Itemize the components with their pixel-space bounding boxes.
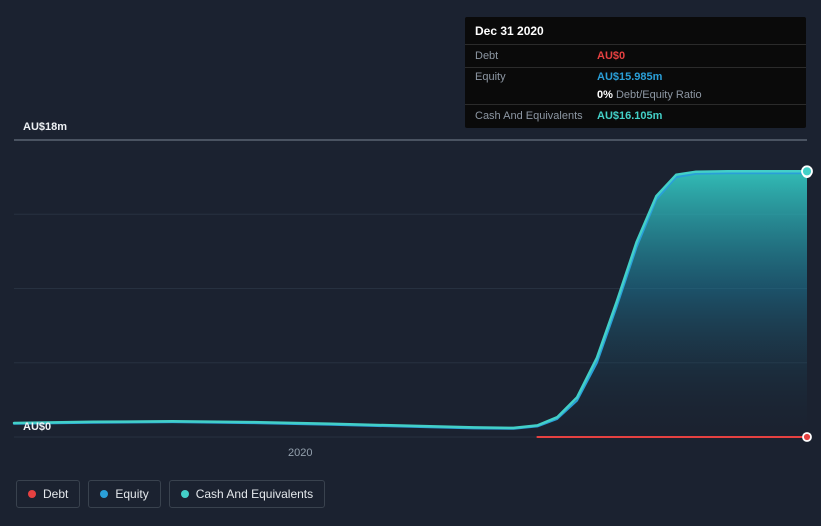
legend-item-debt[interactable]: Debt (16, 480, 81, 508)
tooltip-equity-value: AU$15.985m (597, 71, 663, 83)
equity-series-dot (100, 490, 109, 498)
legend-label-equity: Equity (115, 487, 149, 501)
tooltip-cash-label: Cash And Equivalents (475, 110, 583, 122)
debt-end-marker (802, 432, 812, 442)
cash-and-equivalents-line (12, 170, 809, 430)
tooltip-equity-row: Equity AU$15.985m (465, 68, 806, 86)
y-axis-max-label: AU$18m (23, 121, 68, 133)
tooltip-equity-label: Equity (475, 71, 506, 83)
legend-item-cash[interactable]: Cash And Equivalents (168, 480, 326, 508)
tooltip-debt-value: AU$0 (597, 50, 626, 62)
tooltip-ratio-value: 0% (597, 89, 613, 101)
tooltip: Dec 31 2020 Debt AU$0 Equity AU$15.985m … (465, 17, 806, 128)
cash-series-dot (180, 490, 189, 498)
tooltip-ratio: 0% Debt/Equity Ratio (597, 89, 702, 101)
debt-series-dot (28, 490, 36, 498)
tooltip-ratio-row: 0% Debt/Equity Ratio (465, 86, 806, 104)
legend-label-cash: Cash And Equivalents (195, 487, 314, 501)
x-axis-tick-2020: 2020 (288, 447, 313, 459)
legend-item-equity[interactable]: Equity (88, 480, 161, 508)
cash-and-equivalents-area-fill (14, 171, 807, 438)
tooltip-ratio-label: Debt/Equity Ratio (615, 89, 702, 101)
tooltip-cash-row: Cash And Equivalents AU$16.105m (465, 104, 806, 128)
y-axis-zero-label: AU$0 (23, 421, 52, 433)
legend: Debt Equity Cash And Equivalents (16, 480, 326, 508)
tooltip-cash-value: AU$16.105m (597, 110, 663, 122)
cash-and-equivalents-end-marker (801, 165, 813, 178)
tooltip-debt-row: Debt AU$0 (465, 45, 806, 68)
legend-label-debt: Debt (43, 487, 69, 501)
tooltip-date: Dec 31 2020 (465, 17, 806, 45)
tooltip-debt-label: Debt (475, 50, 499, 62)
